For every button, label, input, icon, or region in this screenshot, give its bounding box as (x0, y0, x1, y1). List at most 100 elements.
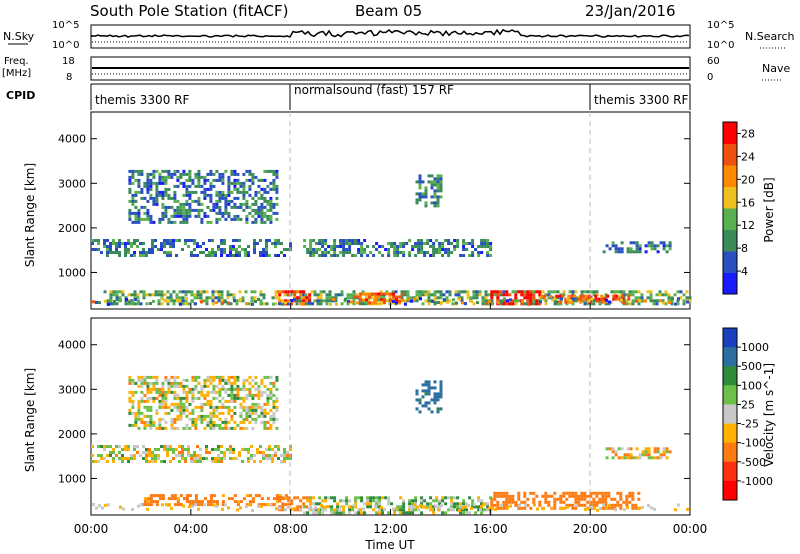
power-cell (185, 199, 189, 203)
power-cell (614, 250, 618, 254)
power-cell (253, 290, 257, 294)
velocity-cell (209, 426, 213, 430)
velocity-cell (200, 387, 204, 391)
power-cell (415, 192, 419, 196)
power-cell (257, 190, 261, 194)
power-cell (283, 254, 286, 257)
velocity-cell (275, 426, 279, 430)
power-cell (197, 175, 201, 179)
power-cell (185, 214, 189, 218)
velocity-cell (152, 420, 156, 424)
velocity-cell (140, 381, 144, 385)
velocity-cell (490, 503, 494, 507)
x-tick-label: 16:00 (473, 522, 508, 536)
velocity-cell (375, 511, 379, 515)
power-cell (424, 204, 428, 208)
power-cell (265, 239, 268, 242)
velocity-cell (203, 384, 207, 388)
power-cell (164, 178, 168, 182)
velocity-cell (381, 508, 385, 512)
power-cell (146, 184, 150, 188)
power-cell (152, 181, 156, 185)
power-cell (400, 290, 404, 294)
velocity-cell (176, 381, 180, 385)
velocity-cell (91, 445, 94, 448)
power-cell (336, 245, 340, 248)
power-cell (685, 296, 689, 300)
power-cell (133, 239, 136, 242)
power-cell (151, 248, 154, 251)
velocity-cell (134, 423, 138, 427)
velocity-cell (221, 375, 225, 379)
power-cell (414, 254, 418, 257)
power-cell (418, 293, 422, 297)
colorbar-swatch (723, 208, 737, 230)
velocity-cell (182, 426, 186, 430)
velocity-cell (172, 457, 175, 460)
velocity-cell (494, 507, 497, 511)
power-cell (149, 187, 153, 191)
power-cell (137, 214, 141, 218)
velocity-cell (410, 507, 413, 511)
power-cell (649, 299, 653, 303)
power-cell (277, 242, 280, 245)
power-cell (236, 217, 240, 221)
velocity-cell (191, 387, 195, 391)
velocity-cell (149, 408, 153, 412)
velocity-cell (209, 423, 213, 427)
power-cell (348, 251, 352, 254)
power-cell (604, 302, 608, 306)
power-cell (176, 214, 180, 218)
power-cell (462, 248, 466, 251)
power-cell (493, 290, 497, 294)
velocity-cell (589, 491, 593, 495)
power-cell (329, 302, 332, 306)
velocity-cell (637, 497, 641, 501)
velocity-cell (357, 496, 361, 500)
velocity-cell (465, 511, 469, 515)
nsky-tick-top: 10^5 (52, 20, 79, 31)
velocity-cell (686, 507, 689, 511)
velocity-cell (233, 426, 237, 430)
velocity-cell (577, 494, 581, 498)
power-cell (220, 251, 223, 254)
velocity-cell (191, 378, 195, 382)
power-cell (142, 242, 145, 245)
power-cell (325, 296, 329, 300)
power-cell (432, 251, 436, 254)
power-cell (647, 241, 651, 245)
velocity-cell (614, 450, 618, 454)
power-cell (459, 254, 463, 257)
power-cell (588, 297, 592, 301)
power-cell (423, 242, 427, 245)
power-cell (505, 290, 509, 294)
velocity-cell (181, 457, 184, 460)
velocity-cell (538, 503, 542, 507)
power-cell (242, 196, 246, 200)
velocity-cell (393, 511, 397, 515)
power-cell (418, 290, 422, 294)
power-cell (206, 187, 210, 191)
power-cell (185, 193, 189, 197)
velocity-cell (402, 511, 406, 515)
velocity-cell (224, 405, 228, 409)
power-cell (439, 189, 443, 193)
power-cell (439, 186, 443, 190)
velocity-cell (338, 508, 341, 512)
velocity-cell (230, 381, 234, 385)
velocity-cell (589, 494, 593, 498)
power-cell (271, 242, 274, 245)
velocity-cell (302, 502, 306, 506)
velocity-cell (157, 448, 160, 451)
velocity-cell (269, 390, 273, 394)
power-cell (357, 248, 361, 251)
velocity-cell (577, 497, 581, 501)
power-cell (106, 251, 109, 254)
velocity-cell (200, 390, 204, 394)
velocity-cell (140, 417, 144, 421)
power-cell (371, 301, 375, 305)
velocity-cell (232, 451, 235, 454)
velocity-cell (526, 497, 530, 501)
velocity-cell (155, 375, 159, 379)
velocity-cell (103, 445, 106, 448)
